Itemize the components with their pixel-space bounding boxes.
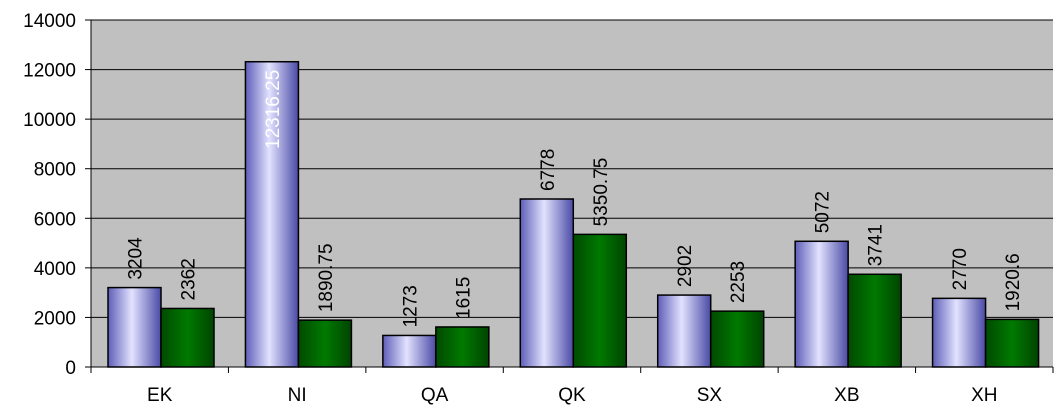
data-label: 1615 xyxy=(453,277,474,319)
axes xyxy=(85,19,1054,373)
bar-series-1-sx xyxy=(656,294,712,368)
bar-series-2-sx xyxy=(709,310,765,368)
bar-series-2-xh xyxy=(984,318,1040,368)
bar-series-2-ni xyxy=(297,319,353,368)
data-label: 2362 xyxy=(179,258,200,300)
x-tick-label: QA xyxy=(421,385,449,406)
bar-series-1-ek xyxy=(107,286,162,368)
y-tick-label: 4000 xyxy=(34,259,76,280)
data-label: 6778 xyxy=(538,149,559,191)
labels: 0 2000 4000 6000 8000 10000 12000 14000 3204 2362… xyxy=(23,11,1024,406)
y-tick-label: 8000 xyxy=(34,160,76,181)
data-label: 1273 xyxy=(400,285,421,327)
data-label: 1890.75 xyxy=(316,243,337,312)
bar-series-1-qk xyxy=(519,198,575,368)
x-tick-label: XB xyxy=(834,385,859,406)
data-label: 3204 xyxy=(126,237,147,280)
x-tick-label: QK xyxy=(558,385,586,406)
bar-series-1-xb xyxy=(794,240,849,368)
data-label: 2770 xyxy=(950,248,971,290)
x-tick-label: EK xyxy=(147,385,173,406)
data-label: 12316.25 xyxy=(263,70,284,149)
y-tick-label: 2000 xyxy=(34,308,76,329)
bar-series-2-xb xyxy=(847,273,902,368)
bar-series-2-qa xyxy=(435,326,490,368)
bar-series-2-qk xyxy=(572,233,628,368)
bar-series-2-ek xyxy=(160,307,215,368)
y-tick-label: 10000 xyxy=(23,110,76,131)
y-tick-label: 0 xyxy=(65,358,76,379)
x-tick-label: NI xyxy=(288,385,307,406)
data-label: 3741 xyxy=(866,224,887,266)
bar-series-1-qa xyxy=(382,334,437,368)
x-tick-label: XH xyxy=(971,385,997,406)
data-label: 1920.6 xyxy=(1003,253,1024,311)
y-tick-label: 6000 xyxy=(34,209,76,230)
data-label: 2902 xyxy=(675,245,696,287)
bar-series-1-xh xyxy=(931,297,987,368)
data-label: 2253 xyxy=(728,261,749,303)
y-tick-label: 14000 xyxy=(23,11,76,32)
data-label: 5350.75 xyxy=(591,158,612,227)
data-label: 5072 xyxy=(813,191,834,233)
y-tick-label: 12000 xyxy=(23,61,76,82)
x-tick-label: SX xyxy=(697,385,723,406)
